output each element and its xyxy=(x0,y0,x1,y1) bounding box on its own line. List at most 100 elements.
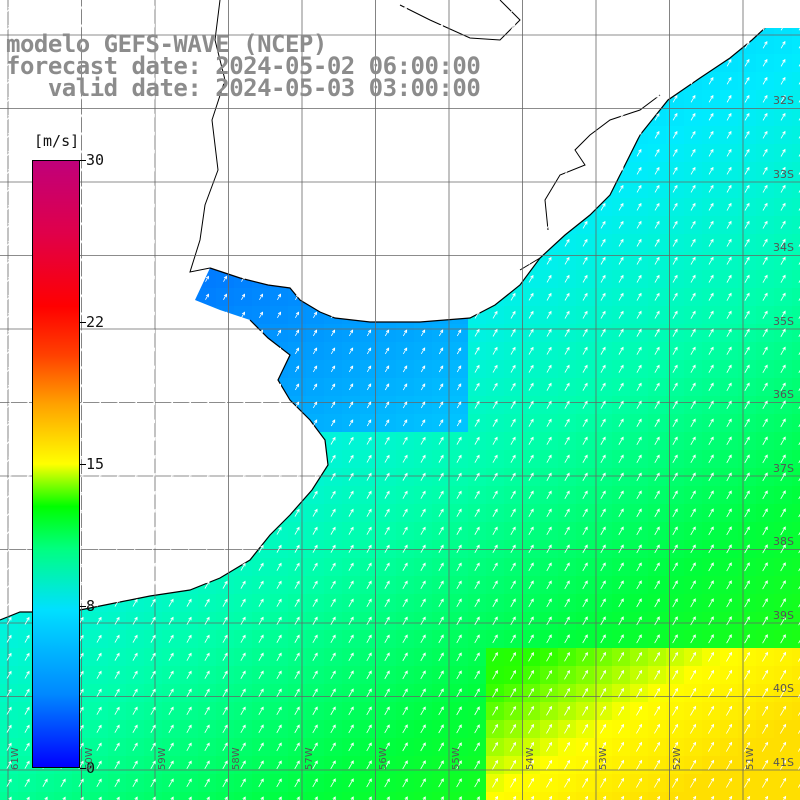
wind-arrow xyxy=(223,167,227,174)
wind-arrow xyxy=(654,418,660,427)
wind-arrow xyxy=(492,202,498,211)
wind-arrow xyxy=(726,292,732,301)
wind-arrow xyxy=(186,544,192,553)
wind-arrow xyxy=(744,256,750,265)
wind-arrow xyxy=(331,221,335,228)
wind-arrow xyxy=(492,292,498,301)
wind-arrow xyxy=(780,382,786,392)
wind-arrow xyxy=(222,760,228,770)
wind-arrow xyxy=(276,724,282,734)
wind-arrow xyxy=(6,562,12,571)
wind-arrow xyxy=(6,526,12,535)
wind-arrow xyxy=(168,454,174,463)
wind-arrow xyxy=(492,562,498,572)
wind-arrow xyxy=(744,58,750,67)
wind-cell xyxy=(792,126,800,145)
wind-arrow xyxy=(313,257,318,264)
wind-cell xyxy=(684,792,703,800)
wind-arrow xyxy=(330,598,336,607)
wind-arrow xyxy=(438,562,444,571)
wind-arrow xyxy=(762,130,768,139)
wind-arrow xyxy=(313,77,317,84)
wind-arrow xyxy=(367,113,371,120)
wind-arrow xyxy=(456,544,462,553)
wind-arrow xyxy=(222,580,228,589)
wind-arrow xyxy=(258,760,264,770)
wind-arrow xyxy=(186,562,192,571)
wind-arrow xyxy=(132,544,138,553)
wind-arrow xyxy=(96,652,102,661)
wind-arrow xyxy=(546,454,552,463)
wind-arrow xyxy=(313,41,317,48)
wind-arrow xyxy=(710,795,715,800)
wind-cell xyxy=(126,792,145,800)
wind-arrow xyxy=(114,616,120,625)
wind-arrow xyxy=(114,490,120,499)
wind-arrow xyxy=(366,472,372,481)
wind-arrow xyxy=(474,167,480,175)
wind-arrow xyxy=(384,311,390,319)
wind-arrow xyxy=(600,436,606,445)
wind-cell xyxy=(288,792,307,800)
wind-arrow xyxy=(672,669,678,680)
wind-arrow xyxy=(726,436,732,446)
wind-arrow xyxy=(672,23,678,31)
wind-arrow xyxy=(294,724,300,734)
wind-arrow xyxy=(456,490,462,499)
wind-arrow xyxy=(80,796,84,800)
wind-arrow xyxy=(241,221,245,228)
longitude-label: 51W xyxy=(745,747,756,770)
wind-arrow xyxy=(96,706,102,715)
wind-arrow xyxy=(114,598,120,607)
wind-arrow xyxy=(510,202,516,211)
wind-arrow xyxy=(384,724,390,734)
wind-arrow xyxy=(744,328,750,337)
wind-arrow xyxy=(151,419,156,427)
wind-arrow xyxy=(456,616,462,626)
wind-arrow xyxy=(187,221,191,228)
wind-arrow xyxy=(348,580,354,589)
wind-arrow xyxy=(385,257,390,265)
wind-arrow xyxy=(115,203,119,210)
wind-arrow xyxy=(744,705,751,716)
wind-arrow xyxy=(151,293,155,300)
wind-arrow xyxy=(762,166,768,175)
wind-arrow xyxy=(330,562,336,571)
wind-arrow xyxy=(402,401,408,409)
wind-arrow xyxy=(150,454,156,463)
wind-arrow xyxy=(402,760,408,770)
wind-arrow xyxy=(205,293,209,300)
wind-arrow xyxy=(151,257,155,264)
wind-arrow xyxy=(708,723,715,734)
wind-arrow xyxy=(708,616,714,626)
wind-arrow xyxy=(564,436,570,445)
wind-arrow xyxy=(384,742,390,752)
wind-arrow xyxy=(348,311,354,319)
wind-arrow xyxy=(726,472,732,482)
wind-arrow xyxy=(762,76,768,85)
wind-arrow xyxy=(420,742,426,752)
wind-arrow xyxy=(349,77,353,84)
wind-arrow xyxy=(133,149,137,156)
wind-arrow xyxy=(528,364,534,373)
wind-arrow xyxy=(438,688,444,698)
wind-arrow xyxy=(726,669,732,680)
wind-arrow xyxy=(474,508,480,517)
wind-arrow xyxy=(654,651,660,662)
wind-arrow xyxy=(672,616,678,626)
wind-arrow xyxy=(312,508,318,517)
wind-arrow xyxy=(492,59,498,67)
wind-arrow xyxy=(402,311,408,319)
wind-arrow xyxy=(115,149,119,156)
wind-arrow xyxy=(330,544,336,553)
wind-arrow xyxy=(438,365,444,373)
wind-arrow xyxy=(708,759,715,770)
wind-arrow xyxy=(674,795,679,800)
wind-arrow xyxy=(600,580,606,590)
wind-arrow xyxy=(672,454,678,464)
wind-arrow xyxy=(564,705,570,716)
wind-arrow xyxy=(708,5,714,13)
wind-arrow xyxy=(384,634,390,644)
wind-arrow xyxy=(420,329,426,337)
wind-arrow xyxy=(114,760,120,769)
